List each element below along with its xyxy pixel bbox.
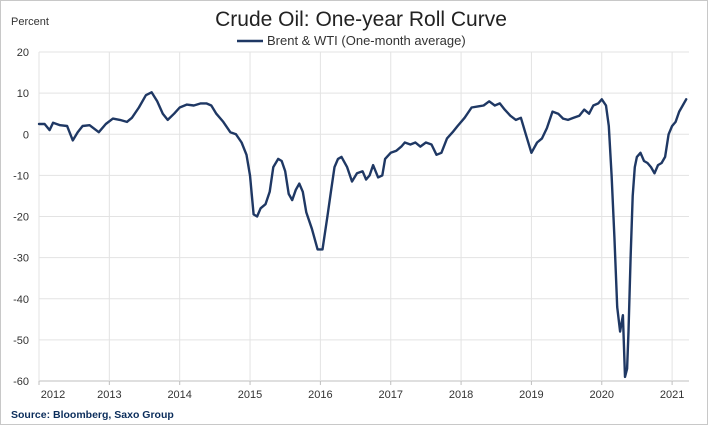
- y-tick-label: -30: [13, 253, 29, 265]
- x-tick-label: 2016: [308, 389, 332, 401]
- x-tick-label: 2020: [590, 389, 614, 401]
- x-tick-label: 2015: [238, 389, 262, 401]
- y-tick-label: -60: [13, 376, 29, 388]
- y-tick-label: -40: [13, 294, 29, 306]
- x-tick-label: 2014: [167, 389, 191, 401]
- x-tick-label: 2021: [660, 389, 684, 401]
- x-tick-label: 2013: [97, 389, 121, 401]
- gridlines: [38, 51, 689, 382]
- source-note: Source: Bloomberg, Saxo Group: [11, 409, 174, 421]
- y-tick-label: -50: [13, 335, 29, 347]
- series-line: [37, 91, 688, 379]
- x-axis-ticks: 2012 2013 2014 2015 2016 2017 2018 2019 2020 2021: [38, 381, 684, 401]
- x-tick-label: 2018: [449, 389, 473, 401]
- legend: Brent & WTI (One-month average): [237, 33, 466, 48]
- series-layer: [37, 91, 688, 379]
- x-tick-label: 2019: [519, 389, 543, 401]
- y-tick-label: 20: [17, 47, 29, 59]
- y-tick-label: 10: [17, 88, 29, 100]
- y-tick-label: 0: [23, 129, 29, 141]
- y-axis-label: Percent: [11, 16, 49, 28]
- chart-title: Crude Oil: One-year Roll Curve: [215, 8, 507, 31]
- x-tick-label: 2012: [41, 389, 65, 401]
- y-tick-label: -20: [13, 212, 29, 224]
- y-axis-ticks: 20 10 0 -10 -20 -30 -40 -50 -60: [13, 47, 29, 388]
- x-tick-label: 2017: [378, 389, 402, 401]
- y-tick-label: -10: [13, 170, 29, 182]
- legend-label: Brent & WTI (One-month average): [267, 33, 466, 48]
